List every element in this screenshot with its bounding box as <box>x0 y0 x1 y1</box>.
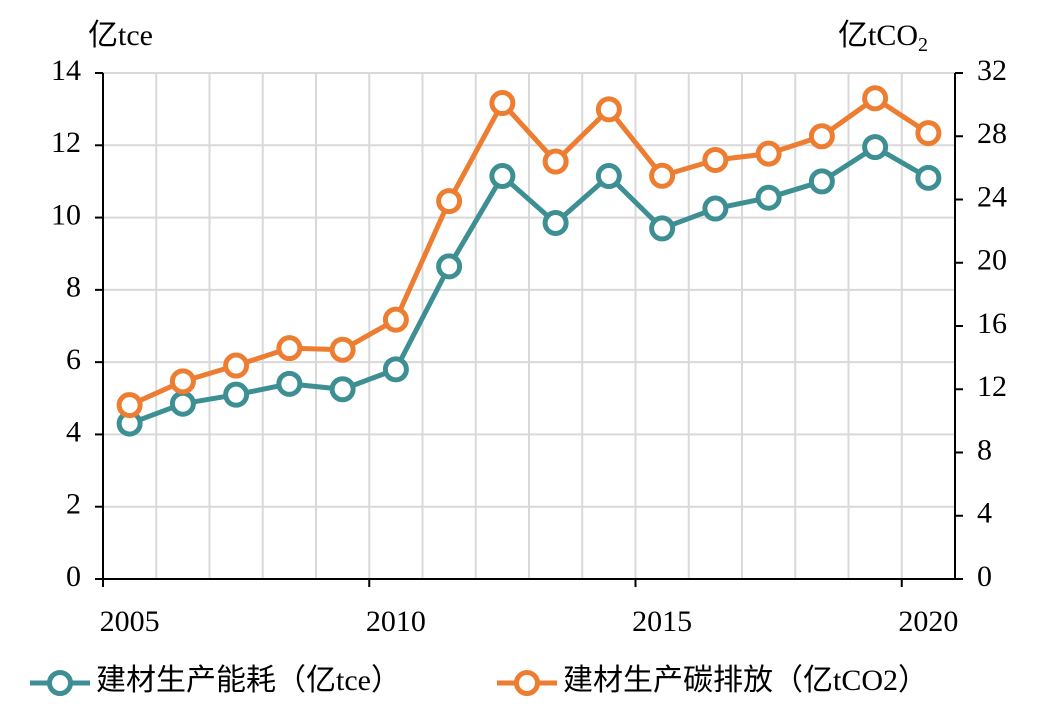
point <box>755 140 782 167</box>
point <box>276 370 303 397</box>
y2-tick-label: 16 <box>977 307 1007 340</box>
y2-tick-label: 4 <box>977 497 992 530</box>
point <box>489 163 516 190</box>
legend-marker <box>514 670 540 696</box>
point <box>915 120 942 147</box>
y2-tick-label: 8 <box>977 433 992 466</box>
point <box>223 352 250 379</box>
point <box>276 335 303 362</box>
point <box>862 134 889 161</box>
series-line <box>128 144 930 426</box>
y2-tick-label: 28 <box>977 117 1007 150</box>
legend-marker <box>47 670 73 696</box>
point <box>169 368 196 395</box>
point <box>808 168 835 195</box>
series-line <box>128 95 930 408</box>
point <box>595 96 622 123</box>
point <box>915 164 942 191</box>
point <box>436 253 463 280</box>
point <box>808 123 835 150</box>
point <box>862 85 889 112</box>
point <box>382 356 409 383</box>
y2-tick-label: 20 <box>977 244 1007 277</box>
y-tick-label: 6 <box>66 343 81 376</box>
point <box>755 184 782 211</box>
y-tick-label: 14 <box>51 54 81 87</box>
legend-label: 建材生产碳排放（亿tCO2） <box>563 664 928 697</box>
point <box>649 162 676 189</box>
y-tick-label: 0 <box>66 560 81 593</box>
x-tick-label: 2010 <box>366 605 426 638</box>
point <box>169 390 196 417</box>
y-tick-label: 8 <box>66 271 81 304</box>
y2-tick-label: 24 <box>977 180 1007 213</box>
point <box>436 188 463 215</box>
y-tick-label: 4 <box>66 415 81 448</box>
point <box>702 195 729 222</box>
point <box>489 90 516 117</box>
y2-tick-label: 12 <box>977 370 1007 403</box>
y-axis-label: 亿tce <box>88 19 153 52</box>
point <box>116 392 143 419</box>
point <box>702 146 729 173</box>
y-tick-label: 2 <box>66 488 81 521</box>
y-tick-label: 12 <box>51 126 81 159</box>
point <box>595 163 622 190</box>
point <box>329 336 356 363</box>
point <box>329 376 356 403</box>
y2-tick-label: 0 <box>977 560 992 593</box>
point <box>542 209 569 236</box>
point <box>542 148 569 175</box>
y-tick-label: 10 <box>51 198 81 231</box>
x-tick-label: 2015 <box>632 605 692 638</box>
point <box>223 381 250 408</box>
y2-axis-label-subscript: 2 <box>918 34 928 56</box>
y2-axis-label-text: 亿tCO <box>838 19 918 52</box>
x-tick-label: 2005 <box>100 605 160 638</box>
y2-axis-label: 亿tCO2 <box>838 19 928 56</box>
x-tick-label: 2020 <box>898 605 958 638</box>
point <box>382 306 409 333</box>
legend-label: 建材生产能耗（亿tce） <box>96 664 401 697</box>
point <box>649 215 676 242</box>
y2-tick-label: 32 <box>977 54 1007 87</box>
